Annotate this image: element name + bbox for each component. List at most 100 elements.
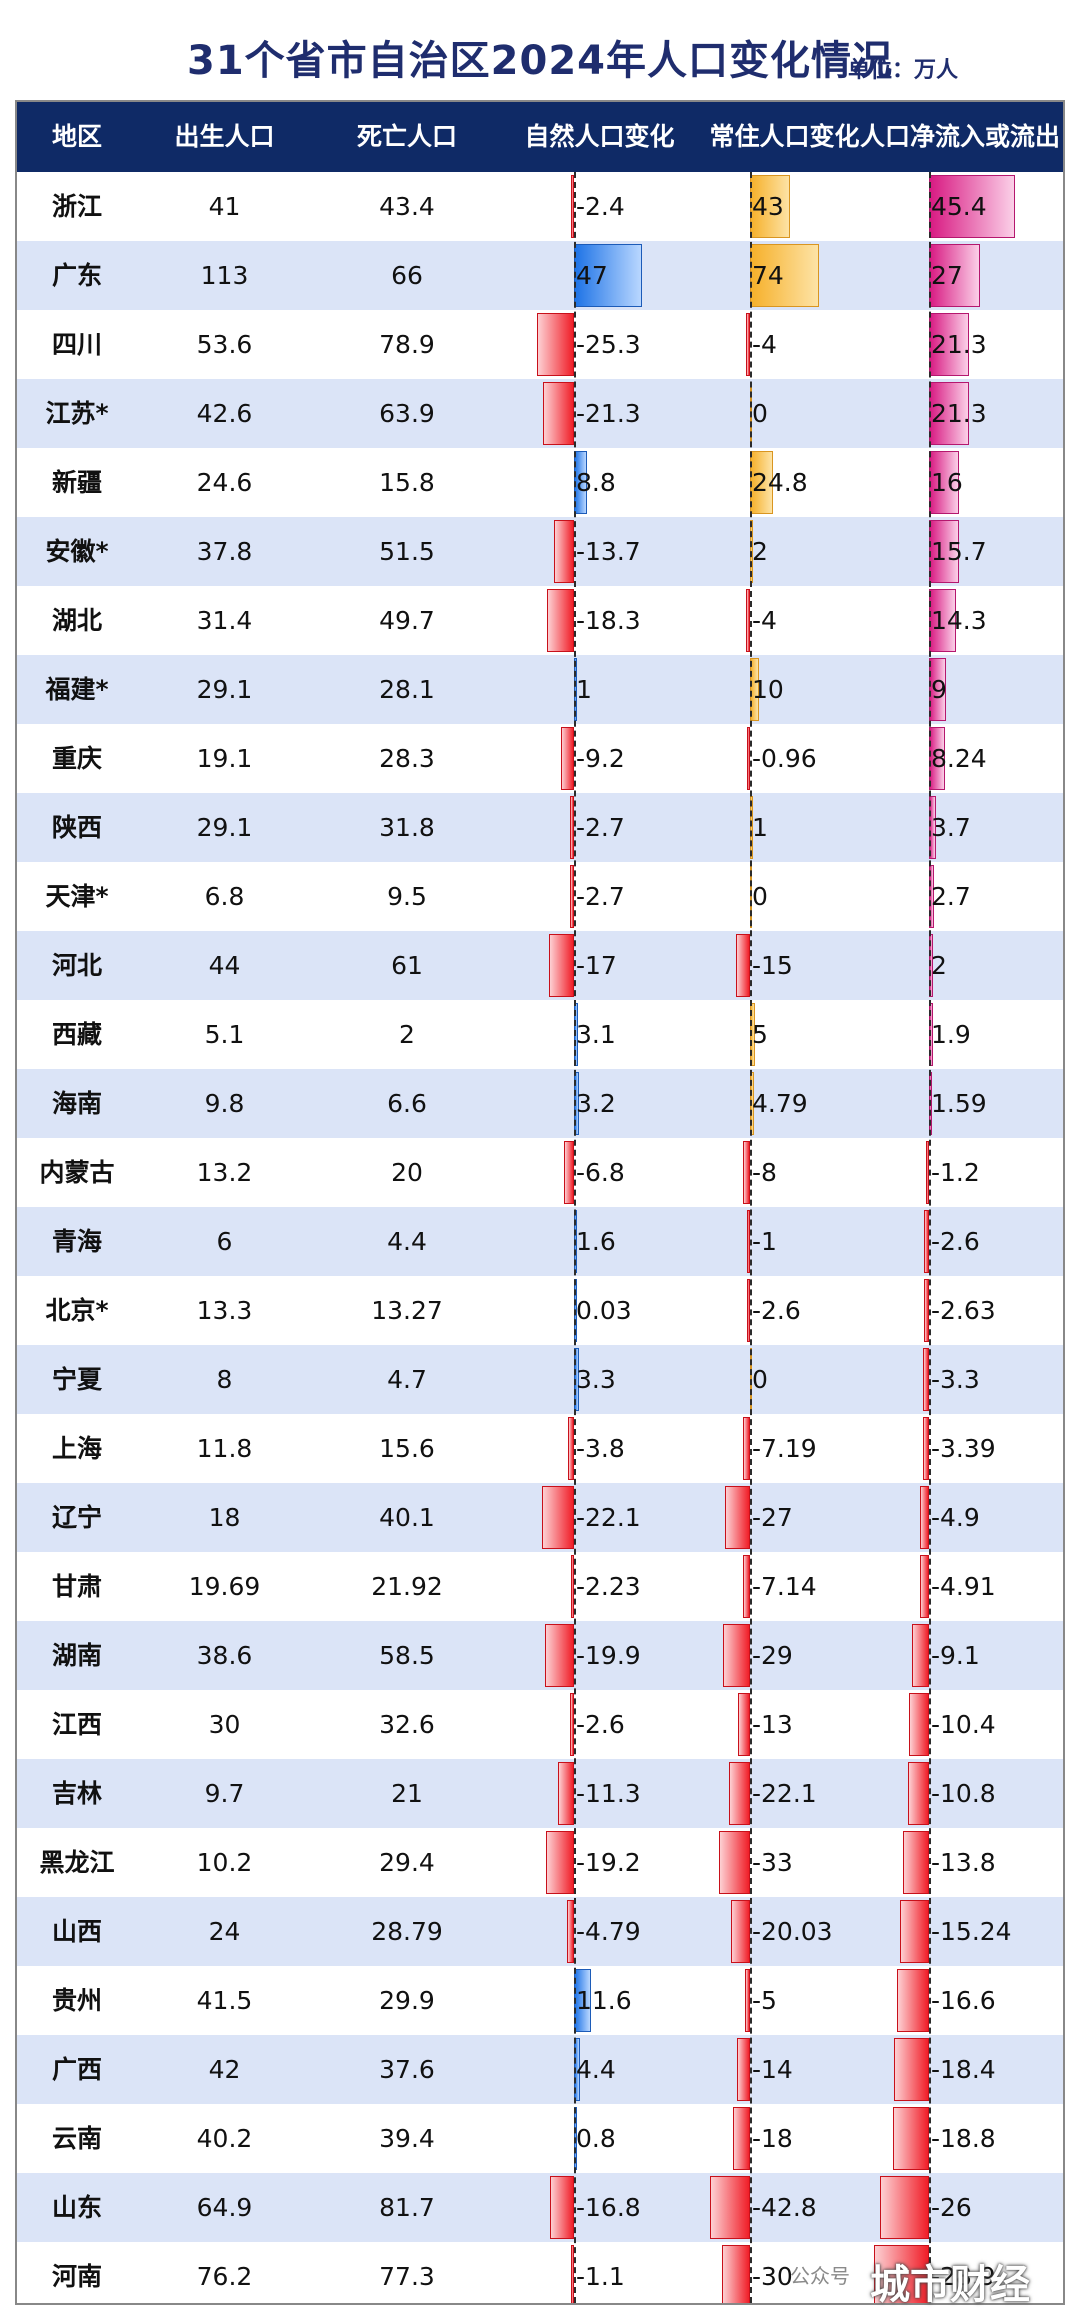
- deaths-value: 28.3: [379, 744, 435, 773]
- deaths-value: 4.4: [387, 1227, 427, 1256]
- natural-change-label: -2.7: [576, 813, 625, 842]
- resident-change-bar: [745, 1969, 750, 2032]
- net-migration-label: -10.4: [931, 1710, 996, 1739]
- region-name: 广东: [51, 261, 102, 290]
- table-row: 四川 53.6 78.9 -25.3 -4 21.3: [17, 310, 1063, 379]
- natural-change-bar: [549, 934, 574, 997]
- table-row: 陕西 29.1 31.8 -2.7 1 3.7: [17, 793, 1063, 862]
- unit-label: 单位：万人: [848, 58, 959, 83]
- region-name: 吉林: [51, 1779, 102, 1808]
- region-name: 浙江: [51, 192, 102, 221]
- natural-change-label: -17: [576, 951, 617, 980]
- region-name: 江苏*: [45, 399, 109, 428]
- table-row: 重庆 19.1 28.3 -9.2 -0.96 8.24: [17, 724, 1063, 793]
- net-migration-bar: [897, 1969, 929, 2032]
- resident-change-label: 74: [752, 261, 784, 290]
- net-migration-bar: [879, 2176, 929, 2239]
- region-name: 福建*: [45, 675, 109, 704]
- deaths-value: 43.4: [379, 192, 435, 221]
- resident-change-label: -8: [752, 1158, 777, 1187]
- table-row: 天津* 6.8 9.5 -2.7 0 2.7: [17, 862, 1063, 931]
- region-name: 江西: [51, 1710, 102, 1739]
- births-value: 9.7: [204, 1779, 245, 1808]
- resident-change-label: 4.79: [752, 1089, 808, 1118]
- table-row: 贵州 41.5 29.9 11.6 -5 -16.6: [17, 1966, 1063, 2035]
- births-value: 13.2: [196, 1158, 253, 1187]
- region-name: 广西: [51, 2055, 102, 2084]
- region-name: 湖北: [51, 606, 102, 635]
- births-value: 24: [208, 1917, 241, 1946]
- natural-change-bar: [571, 2245, 574, 2303]
- births-value: 6.8: [204, 882, 245, 911]
- natural-change-label: -19.9: [576, 1641, 641, 1670]
- table-row: 海南 9.8 6.6 3.2 4.79 1.59: [17, 1069, 1063, 1138]
- net-migration-bar: [929, 313, 970, 376]
- deaths-value: 13.27: [371, 1296, 443, 1325]
- births-value: 76.2: [196, 2262, 253, 2291]
- resident-change-bar: [743, 1555, 750, 1618]
- region-name: 甘肃: [51, 1572, 102, 1601]
- net-migration-label: -18.8: [931, 2124, 996, 2153]
- table-row: 西藏 5.1 2 3.1 5 1.9: [17, 1000, 1063, 1069]
- natural-change-bar: [560, 727, 574, 790]
- header-resident-change: 常住人口变化: [709, 122, 860, 151]
- resident-change-label: 1: [752, 813, 768, 842]
- natural-change-bar: [549, 2176, 574, 2239]
- natural-change-label: 8.8: [576, 468, 616, 497]
- resident-change-bar: [746, 313, 750, 376]
- births-value: 42: [208, 2055, 241, 2084]
- resident-change-label: -7.14: [752, 1572, 817, 1601]
- resident-change-label: 2: [752, 537, 768, 566]
- resident-change-bar: [733, 2107, 750, 2170]
- resident-change-label: -15: [752, 951, 793, 980]
- header-region: 地区: [51, 122, 102, 151]
- resident-change-label: -7.19: [752, 1434, 817, 1463]
- net-migration-label: -2.6: [931, 1227, 980, 1256]
- net-migration-label: 15.7: [931, 537, 987, 566]
- natural-change-label: -1.1: [576, 2262, 625, 2291]
- natural-change-bar: [546, 1831, 574, 1894]
- net-migration-label: 1.59: [931, 1089, 987, 1118]
- resident-change-label: -1: [752, 1227, 777, 1256]
- births-value: 13.3: [196, 1296, 253, 1325]
- region-name: 辽宁: [51, 1503, 102, 1532]
- net-migration-label: 2: [931, 951, 947, 980]
- table-row: 青海 6 4.4 1.6 -1 -2.6: [17, 1207, 1063, 1276]
- region-name: 内蒙古: [39, 1158, 115, 1187]
- births-value: 40.2: [196, 2124, 253, 2153]
- natural-change-axis: [574, 172, 576, 2303]
- net-migration-label: 21.3: [931, 330, 987, 359]
- net-migration-bar: [909, 1693, 929, 1756]
- region-name: 陕西: [51, 813, 102, 842]
- deaths-value: 21.92: [371, 1572, 443, 1601]
- region-name: 贵州: [51, 1986, 102, 2015]
- births-value: 38.6: [196, 1641, 253, 1670]
- resident-change-label: -4: [752, 330, 777, 359]
- natural-change-label: -25.3: [576, 330, 641, 359]
- resident-change-label: 0: [752, 399, 768, 428]
- net-migration-bar: [902, 1831, 929, 1894]
- region-name: 云南: [51, 2124, 102, 2153]
- resident-change-label: -30: [752, 2262, 793, 2291]
- net-migration-label: -16.6: [931, 1986, 996, 2015]
- region-name: 安徽*: [45, 537, 109, 566]
- natural-change-label: -6.8: [576, 1158, 625, 1187]
- deaths-value: 63.9: [379, 399, 435, 428]
- region-name: 西藏: [51, 1020, 102, 1049]
- region-name: 重庆: [51, 744, 102, 773]
- resident-change-bar: [724, 1486, 750, 1549]
- table-row: 福建* 29.1 28.1 1 10 9: [17, 655, 1063, 724]
- deaths-value: 58.5: [379, 1641, 435, 1670]
- natural-change-label: -13.7: [576, 537, 641, 566]
- natural-change-label: -9.2: [576, 744, 625, 773]
- region-name: 新疆: [51, 468, 102, 497]
- resident-change-bar: [747, 1279, 750, 1342]
- births-value: 29.1: [196, 675, 253, 704]
- resident-change-label: -5: [752, 1986, 777, 2015]
- table-row: 河南 76.2 77.3 -1.1 -30 -28.9: [17, 2242, 1063, 2303]
- resident-change-label: -0.96: [752, 744, 817, 773]
- resident-change-bar: [731, 1900, 750, 1963]
- deaths-value: 6.6: [387, 1089, 427, 1118]
- region-name: 宁夏: [51, 1365, 102, 1394]
- deaths-value: 9.5: [387, 882, 427, 911]
